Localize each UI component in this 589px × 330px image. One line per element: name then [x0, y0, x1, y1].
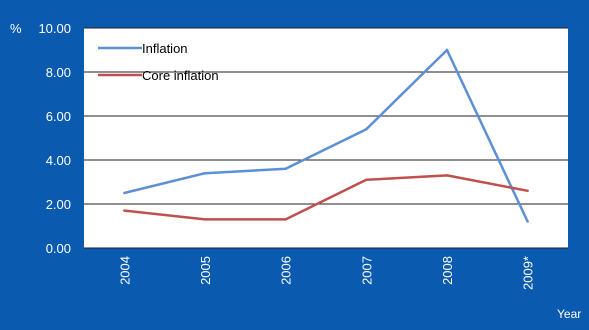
y-tick-label: 6.00	[46, 109, 71, 124]
y-axis-ticks: 0.00 2.00 4.00 6.00 8.00 10.00	[38, 21, 71, 256]
y-axis-label: %	[10, 21, 22, 36]
gridlines	[84, 27, 568, 249]
y-tick-label: 0.00	[46, 241, 71, 256]
x-tick-label: 2008	[440, 256, 455, 285]
data-point	[284, 218, 287, 221]
x-axis-ticks: 2004 2005 2006 2007 2008 2009*	[117, 256, 535, 290]
legend: Inflation Core inflation	[98, 41, 219, 83]
x-tick-label: 2005	[198, 256, 213, 285]
x-tick-label: 2006	[279, 256, 294, 285]
y-tick-label: 8.00	[46, 65, 71, 80]
y-tick-label: 2.00	[46, 197, 71, 212]
data-point	[526, 220, 529, 223]
data-point	[445, 48, 449, 52]
legend-label-inflation: Inflation	[142, 41, 188, 56]
series-line-inflation	[124, 48, 529, 223]
data-point	[365, 178, 368, 181]
data-point	[203, 172, 207, 175]
x-tick-label: 2004	[117, 256, 132, 285]
data-point	[526, 189, 529, 192]
data-point	[203, 218, 207, 221]
y-tick-label: 4.00	[46, 153, 71, 168]
y-tick-label: 10.00	[38, 21, 71, 36]
data-point	[445, 174, 449, 177]
legend-label-core-inflation: Core inflation	[142, 68, 219, 83]
data-point	[365, 128, 368, 131]
data-point	[284, 167, 287, 170]
series-line-core-inflation	[124, 174, 528, 221]
x-tick-label: 2007	[359, 256, 374, 285]
data-point	[123, 209, 126, 212]
x-tick-label: 2009*	[521, 256, 536, 290]
x-axis-label: Year	[557, 307, 581, 321]
series-lines	[123, 48, 529, 223]
data-point	[123, 191, 126, 195]
